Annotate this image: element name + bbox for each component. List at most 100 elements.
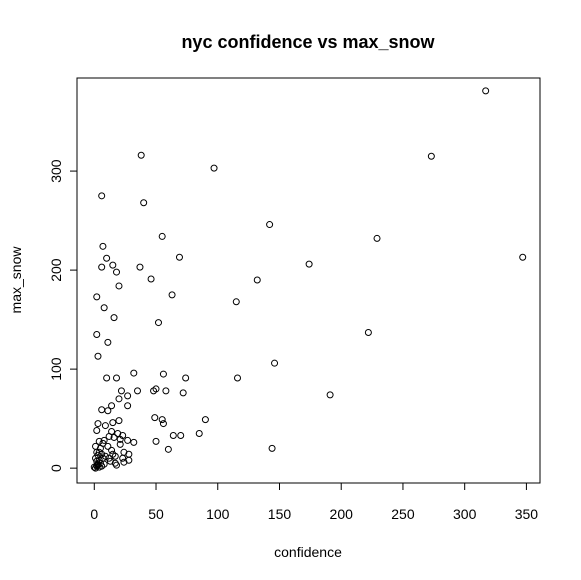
data-point [482, 87, 490, 95]
data-point [168, 291, 176, 299]
data-point [98, 406, 106, 414]
data-point [103, 374, 111, 382]
data-point [169, 431, 177, 439]
data-point [151, 414, 159, 422]
x-tick-label: 0 [90, 506, 98, 522]
data-point [117, 387, 125, 395]
data-point [108, 402, 116, 410]
data-point [110, 433, 118, 441]
data-point [201, 416, 209, 424]
x-tick-label: 150 [268, 506, 292, 522]
data-point [266, 221, 274, 229]
chart-title: nyc confidence vs max_snow [181, 32, 435, 52]
data-point [94, 352, 102, 360]
x-tick-label: 100 [206, 506, 230, 522]
data-point [109, 261, 117, 269]
data-point [253, 276, 261, 284]
data-point [159, 370, 167, 378]
data-point [116, 440, 124, 448]
data-point [159, 420, 167, 428]
data-point [124, 402, 132, 410]
data-point [124, 436, 132, 444]
y-tick-label: 300 [48, 159, 64, 183]
data-point [162, 387, 170, 395]
data-point [154, 319, 162, 327]
data-point [158, 232, 166, 240]
x-tick-label: 300 [453, 506, 477, 522]
data-point [108, 446, 116, 454]
data-point [113, 268, 121, 276]
data-point [104, 407, 112, 415]
data-point [125, 456, 133, 464]
y-tick-label: 0 [48, 464, 64, 472]
data-point [94, 460, 102, 468]
x-tick-label: 250 [391, 506, 415, 522]
data-point [164, 445, 172, 453]
data-point [182, 374, 190, 382]
data-point [115, 417, 123, 425]
data-point [98, 192, 106, 200]
data-points [90, 87, 527, 472]
data-point [113, 374, 121, 382]
data-point [100, 304, 108, 312]
data-point [427, 152, 435, 160]
data-point [101, 422, 109, 430]
x-axis: 0 50 100 150 200 250 300 350 [90, 482, 539, 522]
data-point [115, 395, 123, 403]
data-point [130, 438, 138, 446]
data-point [109, 419, 117, 427]
data-point [93, 330, 101, 338]
data-point [140, 199, 148, 207]
data-point [93, 293, 101, 301]
data-point [98, 263, 106, 271]
data-point [326, 391, 334, 399]
data-point [179, 389, 187, 397]
y-axis-label: max_snow [8, 246, 24, 314]
data-point [232, 298, 240, 306]
data-point [99, 454, 107, 462]
data-point [152, 437, 160, 445]
data-point [364, 328, 372, 336]
data-point [93, 427, 101, 435]
data-point [95, 437, 103, 445]
data-point [116, 435, 124, 443]
data-point [104, 442, 112, 450]
data-point [93, 461, 101, 469]
data-point [119, 454, 127, 462]
data-point [94, 420, 102, 428]
data-point [152, 385, 160, 393]
data-point [158, 416, 166, 424]
data-point [147, 275, 155, 283]
y-tick-label: 200 [48, 258, 64, 282]
x-tick-label: 350 [515, 506, 539, 522]
data-point [175, 253, 183, 261]
x-axis-label: confidence [274, 544, 342, 560]
data-point [99, 242, 107, 250]
data-point [111, 452, 119, 460]
data-point [373, 234, 381, 242]
data-point [137, 151, 145, 159]
data-point [268, 444, 276, 452]
x-tick-label: 200 [330, 506, 354, 522]
data-point [110, 314, 118, 322]
x-tick-label: 50 [148, 506, 164, 522]
data-point [271, 359, 279, 367]
y-axis: 0 100 200 300 [48, 159, 78, 472]
data-point [519, 253, 527, 261]
data-point [104, 338, 112, 346]
data-point [234, 374, 242, 382]
data-point [115, 282, 123, 290]
data-point [124, 392, 132, 400]
data-point [95, 448, 103, 456]
data-point [136, 263, 144, 271]
data-point [177, 431, 185, 439]
y-tick-label: 100 [48, 357, 64, 381]
plot-frame [76, 77, 541, 484]
data-point [195, 429, 203, 437]
data-point [103, 254, 111, 262]
data-point [113, 461, 121, 469]
data-point [305, 260, 313, 268]
data-point [210, 164, 218, 172]
data-point [130, 369, 138, 377]
